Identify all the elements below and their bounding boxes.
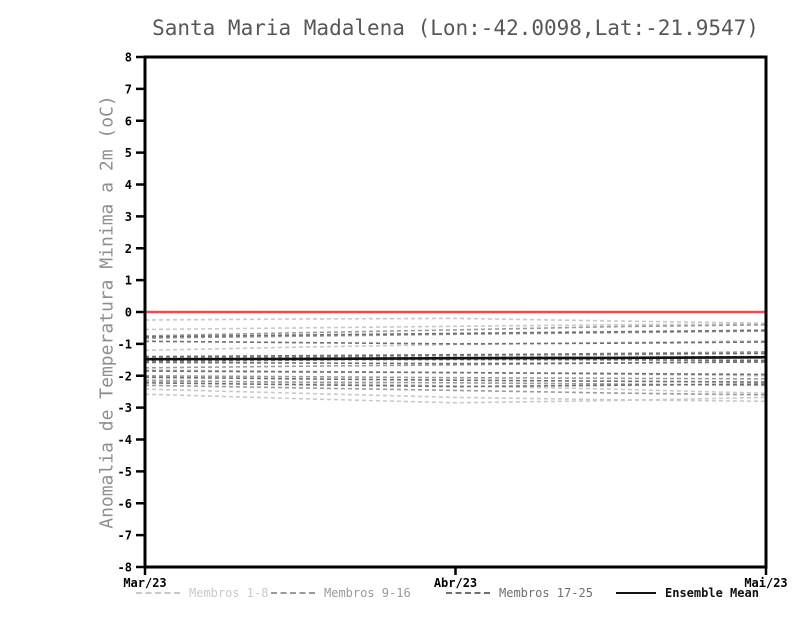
- member-line-g3-6: [144, 361, 767, 365]
- y-tick-label: 7: [125, 82, 132, 96]
- y-tick-label: 8: [125, 51, 132, 65]
- legend-dashed-line-sample: [136, 592, 180, 594]
- legend-dashed-line-sample: [271, 592, 315, 594]
- member-line-g3-2: [144, 340, 767, 345]
- y-tick-label: -5: [118, 465, 132, 479]
- y-tick-label: -2: [118, 369, 132, 383]
- y-tick-label: 0: [125, 306, 132, 320]
- member-line-g1-1: [144, 317, 767, 324]
- x-tick-label: Mar/23: [123, 576, 166, 590]
- member-line-g1-8: [144, 393, 767, 404]
- y-tick-label: -3: [118, 401, 132, 415]
- member-line-g2-2: [144, 330, 767, 339]
- y-tick-label: 3: [125, 210, 132, 224]
- legend-label: Membros 1-8: [189, 586, 269, 600]
- chart-title: Santa Maria Madalena (Lon:-42.0098,Lat:-…: [152, 16, 759, 40]
- legend-item-2: Membros 9-16: [271, 585, 411, 601]
- ensemble-mean-line: [144, 355, 767, 361]
- member-line-g3-3: [144, 352, 767, 358]
- member-line-g2-5: [144, 360, 767, 369]
- legend-item-4: Ensemble Mean: [616, 585, 759, 601]
- member-line-g2-6: [144, 375, 767, 380]
- member-line-g1-7: [144, 388, 767, 403]
- member-line-g2-7: [144, 380, 767, 387]
- y-tick-label: 1: [125, 274, 132, 288]
- axis-frame: [143, 55, 768, 569]
- member-line-g2-8: [144, 384, 767, 396]
- legend-item-3: Membros 17-25: [446, 585, 593, 601]
- legend-label: Ensemble Mean: [665, 586, 759, 600]
- x-tick-label: Abr/23: [434, 576, 477, 590]
- legend-item-1: Membros 1-8: [136, 585, 268, 601]
- legend-dashed-line-sample: [446, 592, 490, 594]
- legend-label: Membros 17-25: [499, 586, 593, 600]
- x-tick-label: Mai/23: [744, 576, 787, 590]
- member-line-g2-1: [144, 324, 767, 337]
- y-tick-label: 6: [125, 114, 132, 128]
- y-tick-label: 4: [125, 178, 132, 192]
- member-line-g1-2: [144, 323, 767, 331]
- legend-solid-line-sample: [616, 592, 656, 594]
- member-line-g3-8: [144, 376, 767, 383]
- member-line-g3-9: [144, 382, 767, 388]
- member-line-g1-4: [144, 352, 767, 361]
- y-tick-label: -4: [118, 433, 132, 447]
- member-line-g3-7: [144, 370, 767, 376]
- y-tick-label: -7: [118, 529, 132, 543]
- legend-label: Membros 9-16: [324, 586, 411, 600]
- y-tick-label: -6: [118, 497, 132, 511]
- y-tick-label: -8: [118, 561, 132, 575]
- y-tick-label: 2: [125, 242, 132, 256]
- y-tick-label: -1: [118, 337, 132, 351]
- y-tick-label: 5: [125, 146, 132, 160]
- member-line-g3-1: [144, 329, 767, 338]
